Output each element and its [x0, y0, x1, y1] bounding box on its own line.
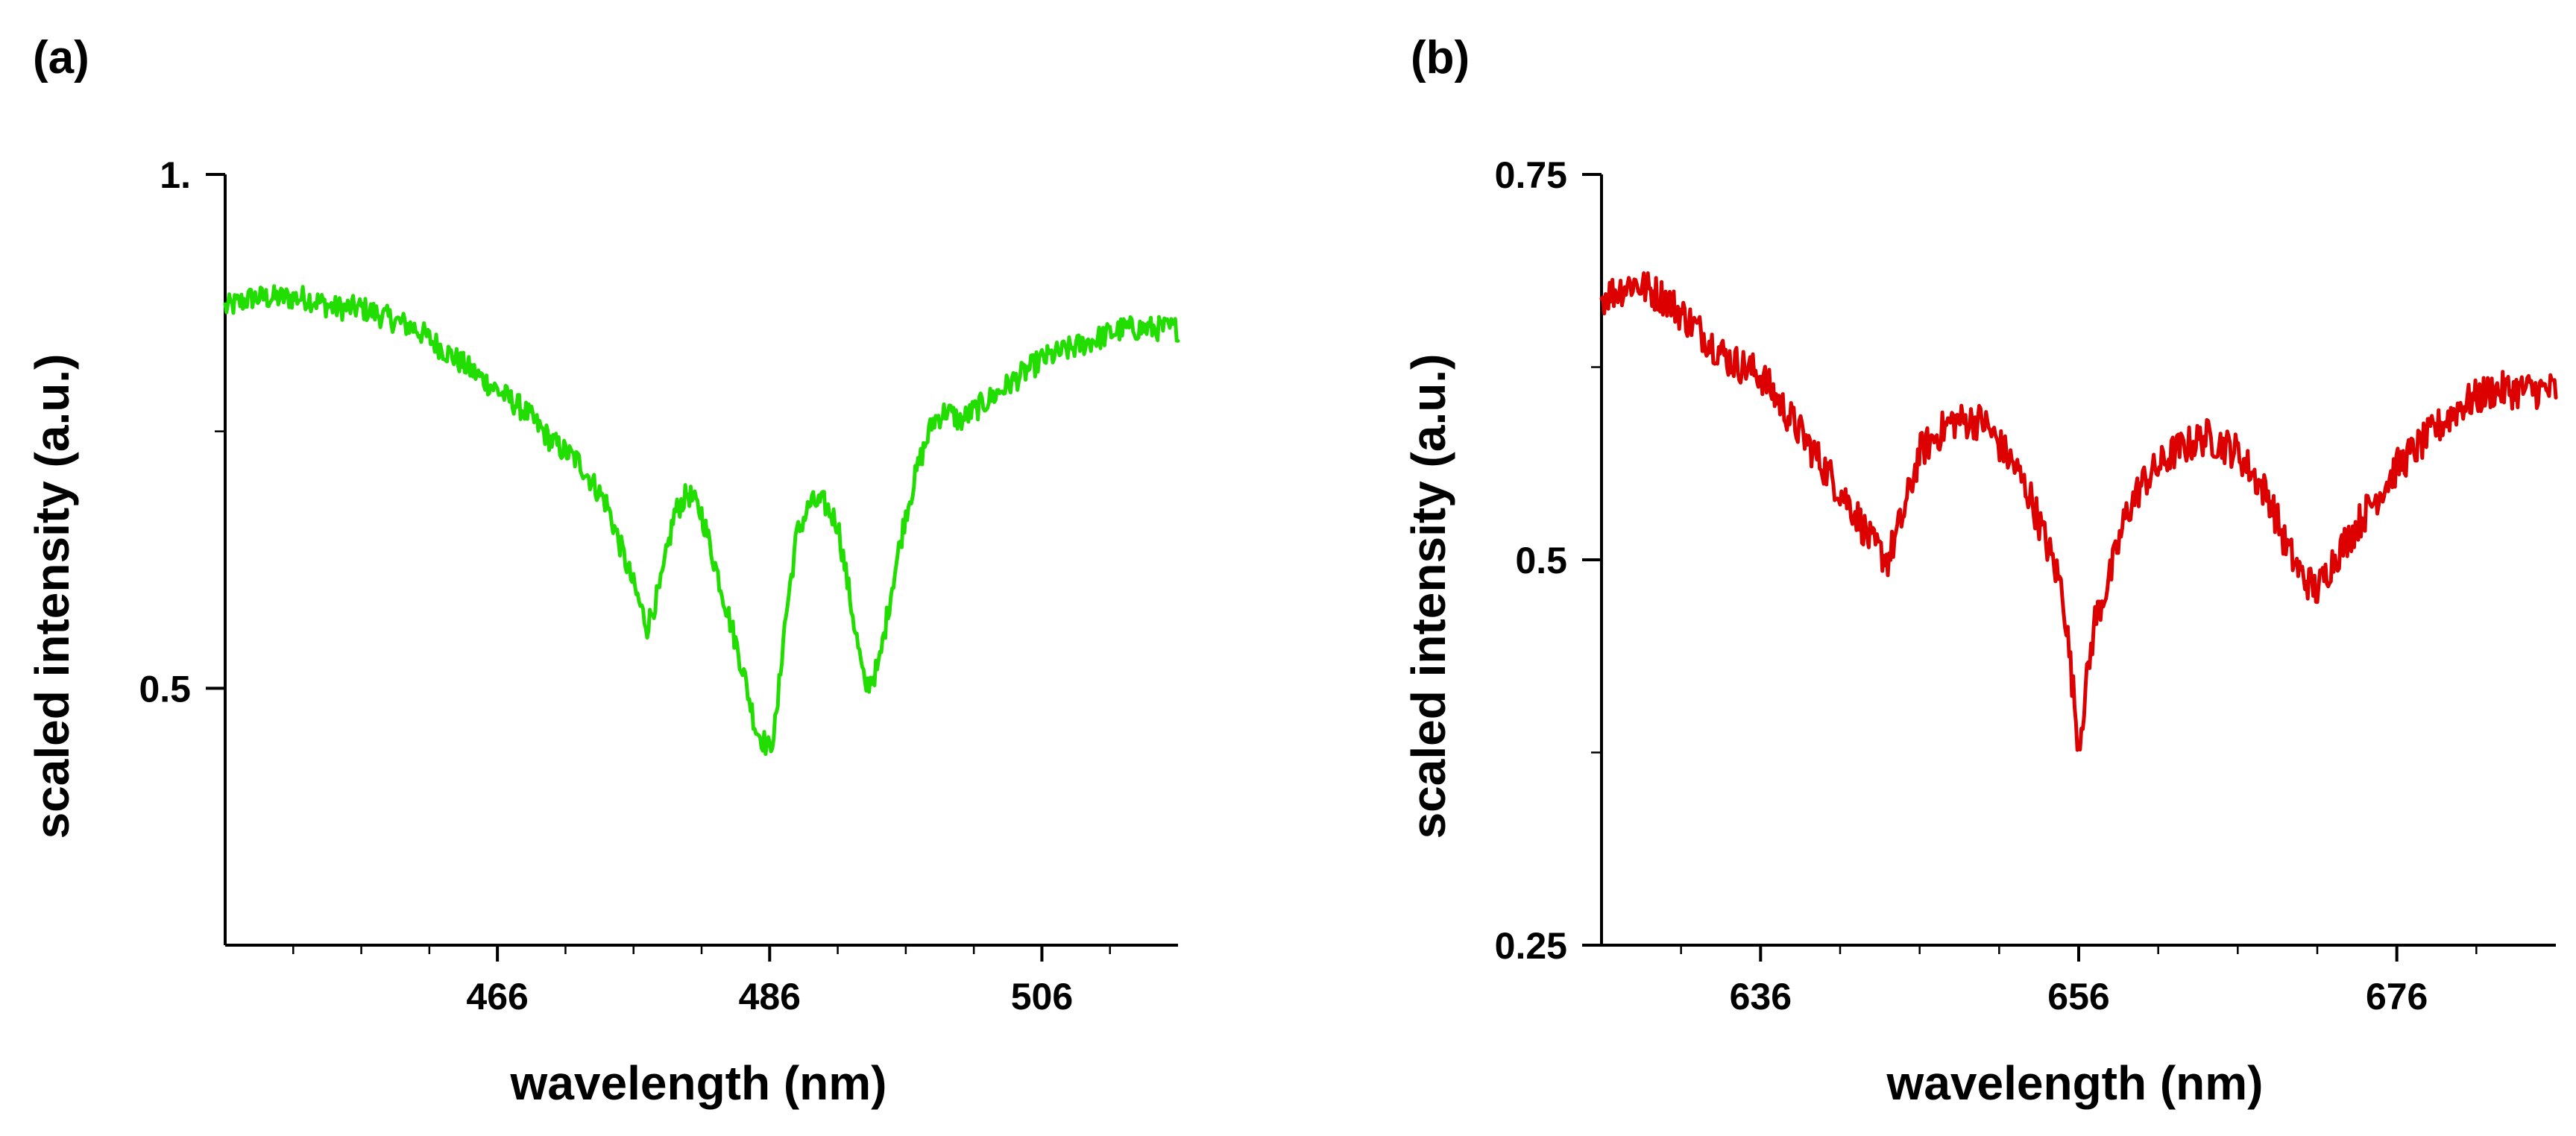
panel-a-series-spectrum — [223, 284, 1180, 757]
panel-b-series — [1599, 271, 2558, 752]
panel-a-y-tick-label: 1. — [160, 154, 191, 196]
panel-a-x-tick-label: 506 — [1011, 976, 1073, 1017]
panel-a-label: (a) — [33, 32, 89, 83]
panel-b-x-tick-label: 676 — [2366, 976, 2428, 1017]
panel-a-y-axis-title: scaled intensity (a.u.) — [25, 354, 79, 839]
panel-b-y-tick-label: 0.5 — [1515, 540, 1567, 581]
panel-a: (a) wavelength (nm) scaled intensity (a.… — [25, 32, 1180, 1110]
panel-a-y-tick-label: 0.5 — [139, 668, 191, 710]
panel-b-y-axis-title: scaled intensity (a.u.) — [1402, 354, 1455, 839]
panel-b-y-tick-label: 0.75 — [1495, 154, 1567, 196]
panel-b-x-axis-title: wavelength (nm) — [1886, 1056, 2264, 1110]
panel-a-x-axis-title: wavelength (nm) — [510, 1056, 887, 1110]
panel-b-x-tick-label: 636 — [1730, 976, 1792, 1017]
panel-b-series-spectrum — [1599, 271, 2558, 752]
panel-a-series — [223, 284, 1180, 757]
panel-a-axes: 466 486 506 0.5 1. — [139, 154, 1178, 1017]
panel-b: (b) wavelength (nm) scaled intensity (a.… — [1402, 32, 2558, 1110]
panel-b-label: (b) — [1411, 32, 1470, 83]
panel-b-x-tick-label: 656 — [2047, 976, 2109, 1017]
panel-b-y-tick-label: 0.25 — [1495, 925, 1567, 967]
panel-a-x-tick-label: 486 — [739, 976, 801, 1017]
panel-b-axes: 636 656 676 0.25 0.5 0.75 — [1495, 154, 2556, 1017]
panel-a-x-tick-label: 466 — [466, 976, 528, 1017]
